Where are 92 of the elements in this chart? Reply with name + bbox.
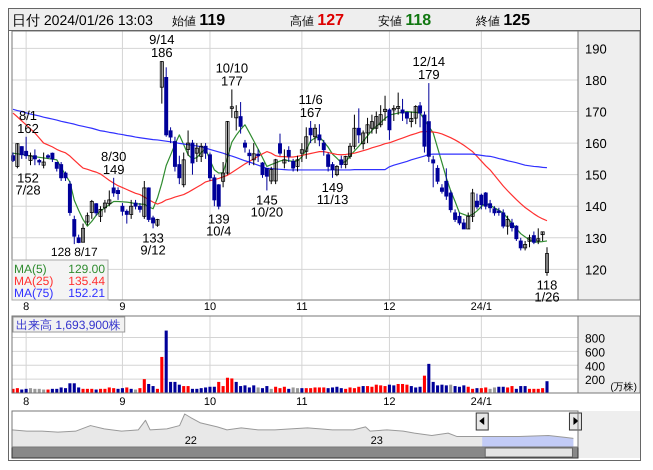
annotation: 128 8/17 [50,245,98,260]
bar [270,388,273,393]
bar [178,384,181,393]
header: 日付 2024/01/26 13:03 始値 119 高値 127 安値 118 終値 125 [8,8,641,31]
x-tick-label: 8 [23,301,30,313]
annotation: 12/14 179 [412,54,446,82]
bar [112,388,116,393]
x-tick-label: 8 [23,396,30,408]
annotation: 8/30 149 [101,148,126,177]
bar [38,388,41,393]
bar [260,388,264,393]
bar [536,388,540,393]
annotation: 9/14 186 [149,32,174,60]
bar [304,388,308,393]
bar [160,356,164,393]
bar [72,383,76,393]
annotation: 149 11/13 [316,180,348,207]
y-tick-label: 400 [585,359,606,374]
annotation: 133 9/12 [140,230,166,258]
annotation: 118 1/26 [534,278,560,305]
bar [322,387,326,393]
bar [265,386,268,393]
bar [120,388,124,393]
x-tick-label: 11 [296,301,308,313]
bar [427,364,430,393]
y-tick-label: 160 [585,136,607,152]
y-tick-label: 190 [585,41,607,56]
y-tick-label: 140 [585,199,607,214]
x-tick-label: 24/1 [470,301,492,313]
bar [484,387,488,393]
bar [296,388,300,393]
annotation: 11/6 167 [298,92,323,120]
x-tick-label: 12 [383,396,396,408]
annotation: 145 10/20 [250,192,284,220]
bar [396,384,400,393]
x-tick-label: 22 [184,435,197,447]
bar [217,382,220,393]
bar [366,386,370,393]
bar [545,381,549,393]
x-tick-label: 11 [296,396,308,408]
bar [20,390,24,393]
y-axis-title: (万株) [610,381,637,393]
bar [475,388,478,393]
x-tick-label: 9 [119,301,126,313]
bar [55,388,58,393]
bar [230,378,234,393]
x-tick-label: 24/1 [470,396,492,408]
y-tick-label: 800 [585,332,606,346]
legend: MA(5) 129.00 MA(25) 135.44 MA(75) 152.21 [12,260,108,300]
bar [405,384,408,393]
bar [519,386,522,393]
chart-title: 日付 2024/01/26 13:03 [12,12,154,28]
bar [454,386,457,393]
bar [234,382,238,393]
bar [147,384,150,393]
bar [510,386,514,393]
bar [226,378,230,393]
annotation: 152 7/28 [15,170,41,198]
y-tick-label: 180 [585,72,607,88]
title: 出来高 1,693,900株 [12,316,126,332]
bar [374,384,378,393]
bar [164,330,168,393]
bar [362,386,365,393]
x-tick-label: 9 [119,396,126,408]
bar [422,376,426,393]
bar [300,388,304,393]
bar [142,379,146,393]
bar [410,386,413,393]
bar [252,385,256,393]
bar [200,388,203,393]
x-tick-label: 10 [204,301,216,313]
bar [502,386,505,393]
bar [28,388,32,393]
annotation: 139 10/4 [206,211,232,238]
annotation: 10/10 177 [216,60,248,88]
bar [326,388,330,393]
x-tick-label: 23 [370,435,383,447]
y-tick-label: 150 [585,168,607,183]
y-tick-label: 200 [585,373,606,388]
bar [287,388,290,393]
y-tick-label: 130 [585,230,607,246]
x-tick-label: 12 [383,301,396,313]
chart-title: 出来高 1,693,900株 [16,318,121,332]
bar [449,384,452,393]
bar [278,388,282,393]
y-tick-label: 600 [585,345,606,360]
bar [182,386,186,393]
x-tick-label: 10 [204,396,216,408]
y-tick-label: 170 [585,104,607,120]
bar [340,388,343,393]
y-tick-label: 120 [585,262,607,278]
bar [16,388,19,393]
